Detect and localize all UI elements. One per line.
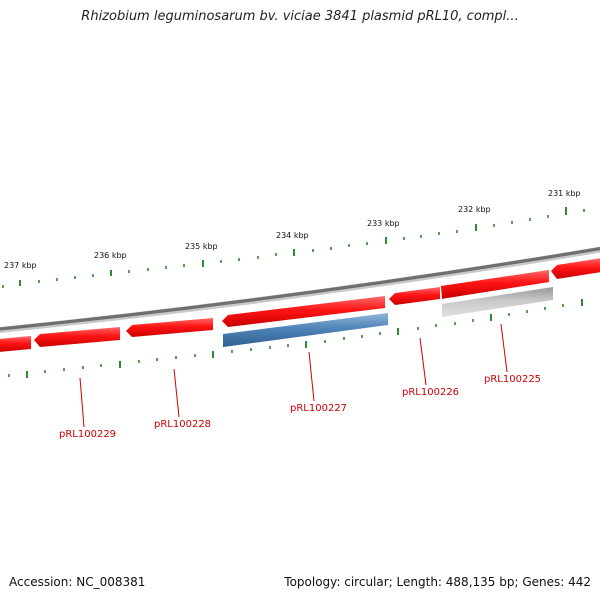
gene-arrow[interactable] — [222, 296, 385, 327]
scale-label-231: 231 kbp — [548, 189, 581, 198]
gene-arrow[interactable] — [0, 336, 31, 352]
gene-label-pRL100227[interactable]: pRL100227 — [290, 403, 347, 414]
gene-label-pRL100228[interactable]: pRL100228 — [154, 419, 211, 430]
inner-scale-minor-ticks — [8, 304, 564, 377]
scale-label-235: 235 kbp — [185, 242, 218, 251]
accession-text: Accession: NC_008381 — [9, 575, 146, 589]
gene-label-pRL100226[interactable]: pRL100226 — [402, 387, 459, 398]
gene-label-pRL100225[interactable]: pRL100225 — [484, 374, 541, 385]
gene-label-pRL100229[interactable]: pRL100229 — [59, 429, 116, 440]
scale-label-237: 237 kbp — [4, 261, 37, 270]
gene-arrow[interactable] — [34, 327, 120, 347]
gene-track-lower — [223, 287, 553, 347]
gene-arrow[interactable] — [126, 318, 213, 337]
scale-label-232: 232 kbp — [458, 205, 491, 214]
gene-block-pRL100227[interactable] — [223, 313, 388, 347]
map-title: Rhizobium leguminosarum bv. viciae 3841 … — [81, 9, 519, 24]
gene-arrow[interactable] — [389, 287, 440, 305]
scale-label-234: 234 kbp — [276, 231, 309, 240]
gene-arrow[interactable] — [443, 270, 549, 298]
plasmid-backbone-core — [0, 247, 600, 331]
outer-scale-major-ticks — [19, 207, 567, 286]
gene-arrow[interactable] — [551, 258, 600, 279]
gene-label-leaders — [79, 323, 508, 428]
topology-summary: Topology: circular; Length: 488,135 bp; … — [284, 575, 591, 589]
inner-scale-major-ticks — [26, 299, 583, 378]
scale-label-236: 236 kbp — [94, 251, 127, 260]
scale-label-233: 233 kbp — [367, 219, 400, 228]
gene-block-pRL100225[interactable] — [442, 287, 553, 317]
gene-track — [0, 258, 600, 352]
outer-scale-minor-ticks — [2, 209, 585, 288]
